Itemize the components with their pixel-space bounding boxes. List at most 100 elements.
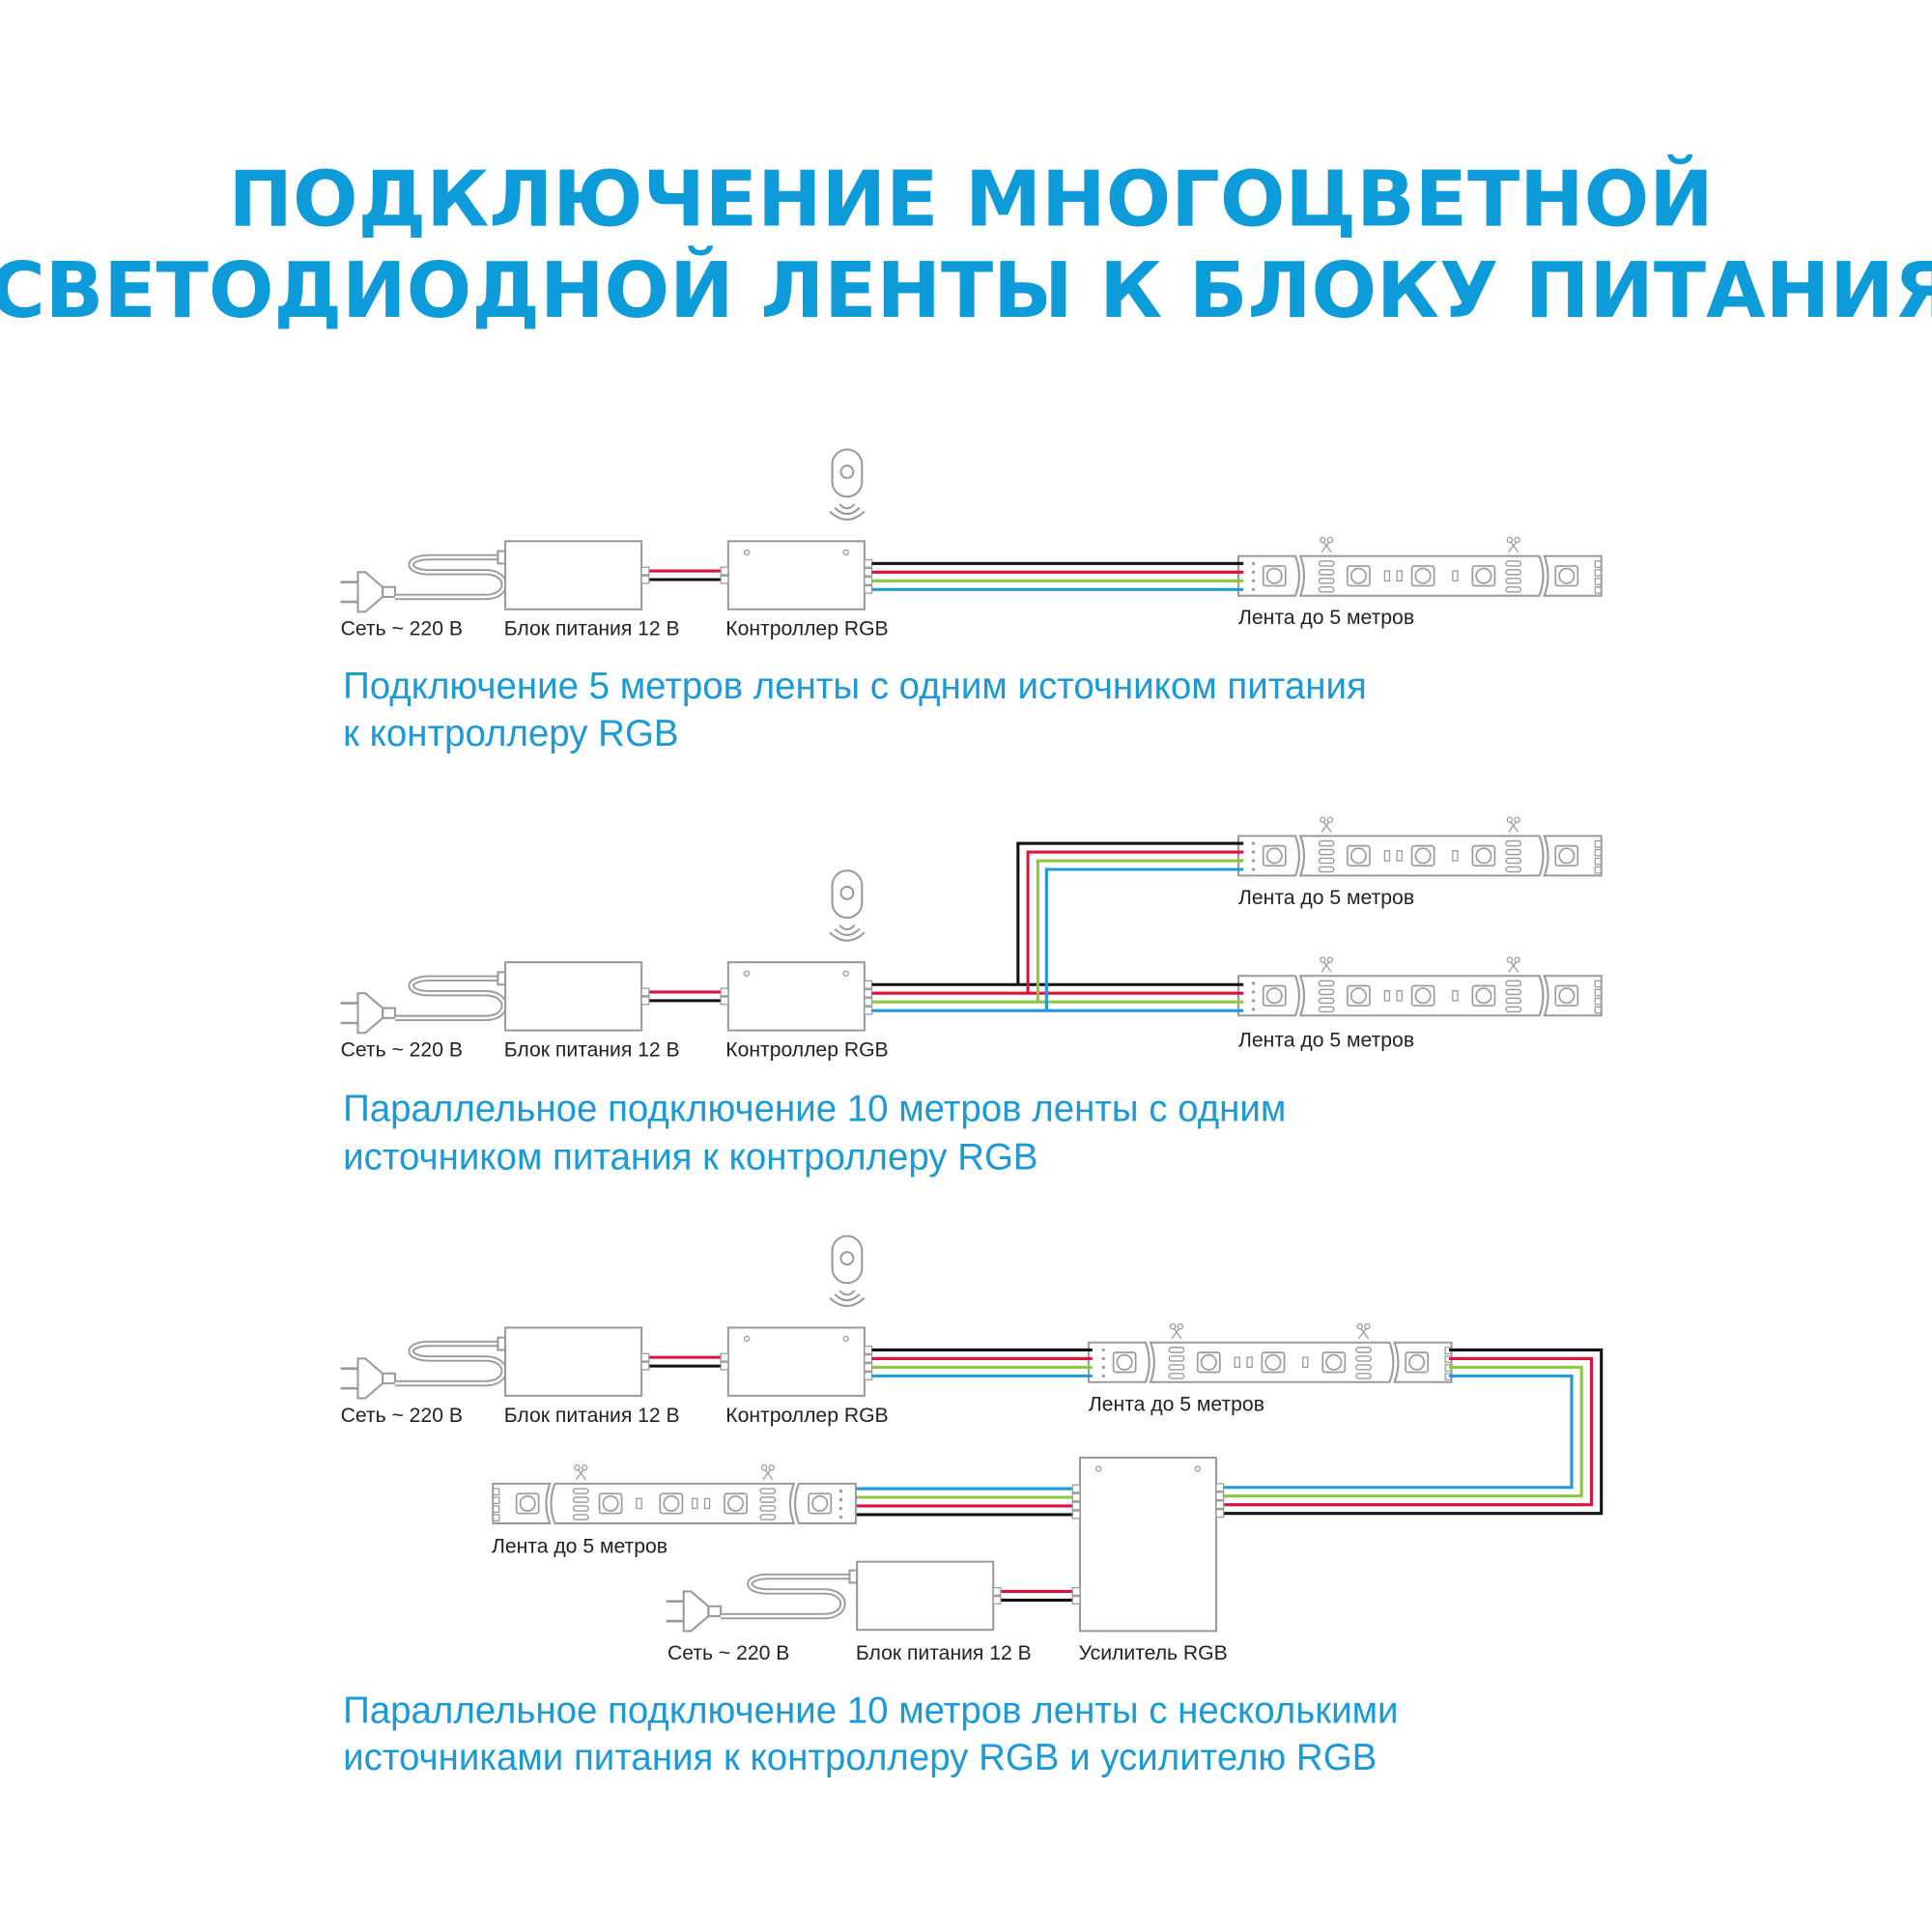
terminal bbox=[864, 997, 873, 1007]
end-pad bbox=[493, 1505, 500, 1514]
cut-pad bbox=[759, 1514, 777, 1520]
contact-dot bbox=[1251, 867, 1256, 871]
led-lens bbox=[1475, 567, 1492, 584]
led-chip bbox=[1262, 984, 1287, 1007]
scissors-blade bbox=[1510, 961, 1520, 973]
scissors-icon bbox=[1506, 536, 1520, 554]
signal-wave bbox=[838, 503, 856, 510]
terminal bbox=[864, 1353, 873, 1363]
led-chip bbox=[1471, 565, 1496, 587]
contact-dot bbox=[1251, 561, 1256, 565]
section-3-caption-line-1: Параллельное подключение 10 метров ленты… bbox=[343, 1690, 1398, 1731]
led-lens bbox=[727, 1494, 745, 1512]
terminal bbox=[864, 980, 873, 989]
signal-wave bbox=[834, 927, 861, 936]
cut-pad bbox=[1505, 839, 1522, 847]
cut-pad bbox=[759, 1488, 777, 1494]
contact-dot bbox=[1101, 1374, 1105, 1378]
plug-body bbox=[356, 571, 384, 613]
cut-pad bbox=[1505, 980, 1522, 987]
scissors-blade bbox=[1508, 961, 1517, 973]
signal-wave bbox=[834, 506, 861, 516]
label-strip: Лента до 5 метров bbox=[1238, 1029, 1414, 1051]
scissors-ring bbox=[1177, 1322, 1183, 1330]
wire bbox=[1223, 1356, 1593, 1507]
led-chip bbox=[1262, 844, 1287, 867]
led-chip bbox=[1261, 1351, 1286, 1374]
terminal bbox=[864, 1345, 873, 1354]
power-supply-box bbox=[504, 1326, 643, 1397]
scissors-icon bbox=[1356, 1322, 1371, 1340]
strip-segment bbox=[1393, 1341, 1453, 1383]
cut-pad bbox=[1505, 866, 1522, 873]
terminal bbox=[1215, 1483, 1225, 1492]
screw-hole bbox=[743, 1335, 751, 1343]
led-chip bbox=[515, 1492, 540, 1515]
terminal bbox=[1215, 1492, 1225, 1501]
resistor bbox=[636, 1497, 642, 1510]
contact-dot bbox=[1251, 850, 1256, 854]
screw-hole bbox=[1194, 1465, 1201, 1472]
label-psu: Блок питания 12 В bbox=[856, 1642, 1032, 1664]
terminal bbox=[640, 1361, 650, 1371]
contact-dot bbox=[1251, 999, 1256, 1003]
cut-pad bbox=[1318, 997, 1335, 1005]
led-lens bbox=[1414, 987, 1432, 1005]
section-1-caption-line-2: к контроллеру RGB bbox=[343, 713, 678, 754]
rgb-controller-box bbox=[726, 961, 866, 1032]
led-lens bbox=[1265, 987, 1283, 1005]
screw-hole bbox=[1094, 1465, 1102, 1472]
rgb-controller-box bbox=[726, 540, 866, 611]
terminal bbox=[864, 558, 873, 568]
scissors-icon bbox=[1320, 816, 1334, 833]
led-chip bbox=[1471, 844, 1496, 867]
scissors-icon bbox=[1320, 956, 1334, 973]
terminal bbox=[1071, 1492, 1081, 1502]
scissors-ring bbox=[574, 1464, 581, 1471]
strip-segment bbox=[1237, 835, 1300, 877]
terminal bbox=[720, 1361, 729, 1371]
led-lens bbox=[1350, 847, 1367, 865]
plug-icon bbox=[666, 1590, 723, 1633]
led-lens bbox=[1558, 847, 1576, 865]
power-supply-box-outline bbox=[504, 540, 643, 611]
wire bbox=[1026, 850, 1244, 994]
terminal bbox=[864, 584, 873, 594]
scissors-blade bbox=[1321, 821, 1330, 833]
strip-segment bbox=[1237, 554, 1300, 597]
cut-pad bbox=[1355, 1373, 1372, 1379]
led-lens bbox=[1408, 1353, 1426, 1371]
led-lens bbox=[1350, 567, 1367, 584]
screw-hole bbox=[842, 970, 849, 977]
plug-body bbox=[356, 992, 384, 1035]
led-lens bbox=[1265, 567, 1283, 584]
signal-wave bbox=[829, 510, 866, 521]
led-chip bbox=[598, 1492, 623, 1515]
led-lens bbox=[1414, 847, 1432, 865]
end-pad bbox=[1444, 1347, 1452, 1354]
led-chip bbox=[1554, 984, 1579, 1007]
section-3-caption-line-2: источниками питания к контроллеру RGB и … bbox=[343, 1737, 1377, 1778]
cut-pad bbox=[572, 1496, 589, 1503]
cut-pad bbox=[1355, 1364, 1372, 1371]
end-pad bbox=[1594, 857, 1602, 866]
terminal bbox=[864, 988, 873, 998]
cut-pad bbox=[1318, 988, 1335, 996]
end-pad bbox=[1444, 1373, 1452, 1380]
terminal bbox=[864, 1362, 873, 1372]
plug-icon bbox=[340, 571, 397, 613]
power-supply-box-outline bbox=[504, 961, 643, 1032]
terminal bbox=[1071, 1510, 1081, 1520]
led-chip bbox=[1410, 844, 1435, 867]
led-lens bbox=[1414, 567, 1432, 584]
scissors-ring bbox=[1506, 816, 1514, 823]
contact-dot bbox=[1251, 990, 1256, 994]
terminal bbox=[720, 987, 729, 997]
led-lens bbox=[811, 1494, 829, 1512]
strip-segment bbox=[1087, 1341, 1151, 1383]
cut-pad bbox=[572, 1488, 589, 1494]
led-chip bbox=[808, 1492, 833, 1515]
rgb-amplifier-box-outline bbox=[1078, 1456, 1217, 1633]
rgb-amplifier-box bbox=[1078, 1456, 1217, 1633]
section-2-caption-line-2: источником питания к контроллеру RGB bbox=[343, 1136, 1037, 1178]
